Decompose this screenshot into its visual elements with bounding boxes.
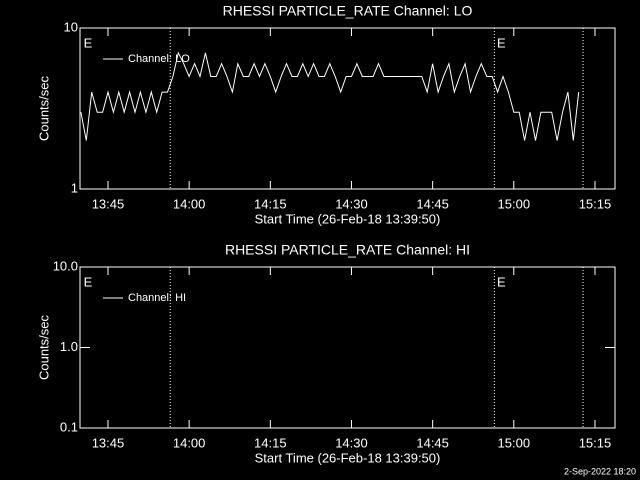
footer-date: 2-Sep-2022 18:20 [564, 466, 636, 476]
legend-label: Channel: LO [128, 53, 190, 65]
event-label: E [84, 35, 93, 50]
x-tick-label: 14:00 [173, 435, 206, 450]
x-tick-label: 13:45 [92, 435, 125, 450]
y-tick-label: 0.1 [60, 419, 78, 434]
x-tick-label: 15:15 [579, 196, 612, 211]
y-tick-label: 1.0 [60, 339, 78, 354]
chart-title: RHESSI PARTICLE_RATE Channel: LO [223, 3, 473, 19]
x-tick-label: 14:45 [416, 435, 449, 450]
data-line [80, 51, 580, 141]
x-tick-label: 13:45 [92, 196, 125, 211]
x-tick-label: 14:15 [254, 435, 287, 450]
y-tick-label: 1 [71, 180, 78, 195]
x-tick-label: 14:15 [254, 196, 287, 211]
legend-label: Channel: HI [128, 292, 186, 304]
x-axis-label: Start Time (26-Feb-18 13:39:50) [255, 450, 441, 465]
x-tick-label: 15:15 [579, 435, 612, 450]
x-tick-label: 14:00 [173, 196, 206, 211]
x-tick-label: 14:30 [335, 435, 368, 450]
x-axis-label: Start Time (26-Feb-18 13:39:50) [255, 211, 441, 226]
chart-title: RHESSI PARTICLE_RATE Channel: HI [225, 242, 470, 258]
event-label: E [497, 274, 506, 289]
event-label: E [497, 35, 506, 50]
y-tick-label: 10 [64, 19, 78, 34]
y-axis-label: Counts/sec [36, 314, 51, 380]
x-tick-label: 14:30 [335, 196, 368, 211]
x-tick-label: 15:00 [498, 196, 531, 211]
y-tick-label: 10.0 [53, 258, 78, 273]
y-axis-label: Counts/sec [36, 75, 51, 141]
x-tick-label: 14:45 [416, 196, 449, 211]
event-label: E [84, 274, 93, 289]
x-tick-label: 15:00 [498, 435, 531, 450]
plot-frame [79, 27, 616, 190]
